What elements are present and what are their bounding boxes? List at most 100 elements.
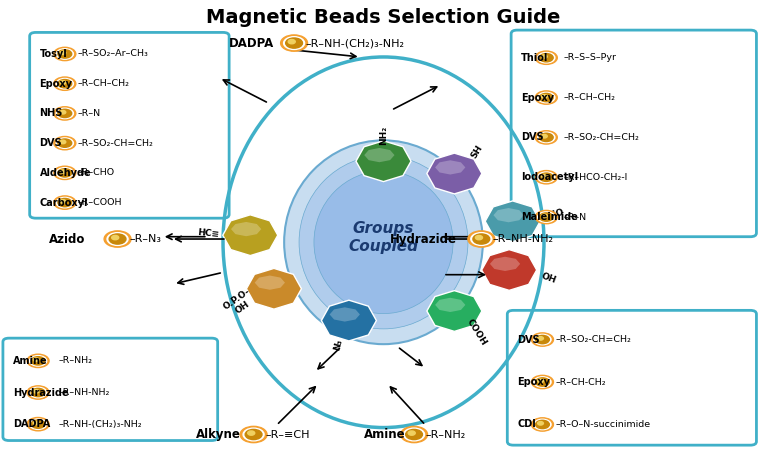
Circle shape: [27, 418, 49, 431]
Circle shape: [542, 214, 547, 218]
Polygon shape: [486, 201, 540, 242]
Text: Carboxyl: Carboxyl: [40, 198, 88, 207]
Text: Iodoacetyl: Iodoacetyl: [521, 172, 578, 182]
Circle shape: [538, 379, 544, 383]
Text: SH: SH: [469, 144, 484, 160]
Text: –R–NH₂: –R–NH₂: [59, 356, 93, 365]
Text: –R–SO₂-CH=CH₂: –R–SO₂-CH=CH₂: [563, 133, 639, 142]
FancyBboxPatch shape: [507, 310, 756, 445]
Text: –R–NH-(CH₂)₃-NH₂: –R–NH-(CH₂)₃-NH₂: [59, 420, 143, 429]
Polygon shape: [435, 298, 466, 312]
Circle shape: [535, 420, 549, 429]
Text: –R–NH₂: –R–NH₂: [426, 430, 466, 439]
Circle shape: [542, 135, 547, 138]
Circle shape: [54, 107, 76, 120]
Ellipse shape: [314, 171, 453, 314]
Circle shape: [535, 210, 558, 224]
Text: –R–N: –R–N: [563, 212, 586, 221]
Circle shape: [406, 429, 423, 439]
Circle shape: [31, 356, 45, 365]
Text: Amine: Amine: [13, 356, 48, 366]
Circle shape: [56, 168, 74, 178]
Text: –R–CH–CH₂: –R–CH–CH₂: [563, 93, 615, 102]
Text: –R–CH–CH₂: –R–CH–CH₂: [77, 79, 130, 88]
Circle shape: [58, 169, 71, 177]
Circle shape: [538, 336, 544, 340]
Text: –R–S–S–Pyr: –R–S–S–Pyr: [563, 53, 616, 62]
Circle shape: [54, 166, 76, 179]
Circle shape: [54, 137, 76, 150]
Circle shape: [60, 199, 66, 203]
Text: –R–CH-CH₂: –R–CH-CH₂: [555, 377, 606, 386]
Text: Epoxy: Epoxy: [517, 377, 550, 387]
Circle shape: [31, 420, 45, 428]
Text: O.P.O-
OH: O.P.O- OH: [222, 287, 258, 320]
Circle shape: [538, 172, 555, 183]
Circle shape: [31, 388, 45, 397]
Circle shape: [27, 354, 49, 368]
Polygon shape: [231, 222, 262, 236]
Circle shape: [532, 418, 554, 431]
Circle shape: [535, 91, 558, 104]
Ellipse shape: [299, 156, 468, 329]
Text: Thiol: Thiol: [521, 53, 548, 63]
Text: –R–NH-(CH₂)₃-NH₂: –R–NH-(CH₂)₃-NH₂: [305, 38, 404, 48]
Circle shape: [538, 212, 555, 222]
Circle shape: [243, 428, 264, 441]
FancyBboxPatch shape: [3, 338, 218, 440]
Text: Hydrazide: Hydrazide: [13, 388, 68, 397]
Circle shape: [58, 139, 71, 147]
Text: Alkyne: Alkyne: [196, 428, 241, 441]
Circle shape: [539, 173, 553, 181]
Circle shape: [33, 358, 39, 362]
Circle shape: [281, 35, 308, 51]
Text: –R–SO₂–Ar–CH₃: –R–SO₂–Ar–CH₃: [77, 49, 149, 58]
Text: –R–NH-NH₂: –R–NH-NH₂: [59, 388, 110, 397]
Polygon shape: [427, 153, 482, 194]
Circle shape: [476, 235, 482, 240]
Circle shape: [29, 356, 47, 366]
Circle shape: [285, 38, 302, 48]
Circle shape: [538, 53, 555, 63]
Circle shape: [539, 54, 553, 62]
Circle shape: [473, 234, 489, 244]
Text: NHS: NHS: [40, 109, 63, 118]
Text: –R–COOH: –R–COOH: [77, 198, 122, 207]
Circle shape: [58, 80, 71, 88]
Text: Tosyl: Tosyl: [40, 49, 67, 59]
Circle shape: [403, 428, 425, 441]
Text: Epoxy: Epoxy: [40, 79, 73, 89]
Circle shape: [29, 387, 47, 397]
Circle shape: [539, 213, 553, 221]
Text: –R–SO₂-CH=CH₂: –R–SO₂-CH=CH₂: [555, 335, 631, 344]
Circle shape: [535, 171, 558, 184]
Circle shape: [532, 333, 554, 346]
Text: Azido: Azido: [49, 233, 85, 246]
FancyBboxPatch shape: [511, 30, 756, 237]
Polygon shape: [427, 291, 482, 331]
Polygon shape: [356, 141, 411, 182]
Circle shape: [539, 93, 553, 102]
Circle shape: [538, 132, 555, 143]
Text: NH₂: NH₂: [379, 126, 388, 145]
Polygon shape: [222, 215, 278, 255]
Circle shape: [534, 334, 551, 345]
Circle shape: [538, 422, 544, 425]
Polygon shape: [364, 148, 394, 162]
Circle shape: [532, 375, 554, 389]
Text: –R–O–N-succinimide: –R–O–N-succinimide: [555, 420, 650, 429]
Polygon shape: [482, 250, 537, 290]
Circle shape: [60, 140, 66, 144]
Polygon shape: [493, 208, 524, 222]
Circle shape: [56, 198, 74, 208]
Circle shape: [240, 426, 267, 443]
Circle shape: [58, 199, 71, 207]
Text: Amine: Amine: [364, 428, 406, 441]
Circle shape: [60, 170, 66, 173]
Circle shape: [248, 431, 255, 435]
Circle shape: [542, 55, 547, 58]
Text: N₃: N₃: [332, 338, 344, 352]
Circle shape: [56, 78, 74, 89]
Circle shape: [54, 77, 76, 90]
Text: DVS: DVS: [40, 138, 62, 148]
